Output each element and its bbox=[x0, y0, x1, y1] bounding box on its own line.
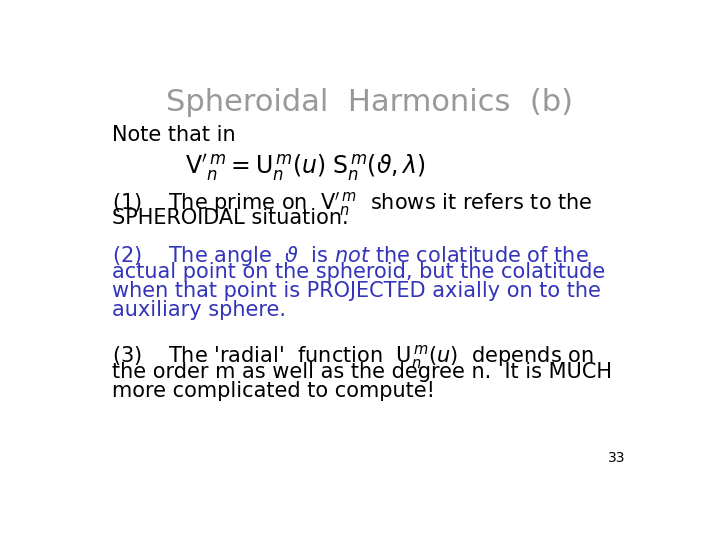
Text: actual point on the spheroid, but the colatitude: actual point on the spheroid, but the co… bbox=[112, 262, 606, 282]
Text: Spheroidal  Harmonics  (b): Spheroidal Harmonics (b) bbox=[166, 87, 572, 117]
Text: (3)    The 'radial'  function  $\mathrm{U}_n^{\,m}(u)$  depends on: (3) The 'radial' function $\mathrm{U}_n^… bbox=[112, 343, 594, 372]
Text: SPHEROIDAL situation.: SPHEROIDAL situation. bbox=[112, 208, 349, 228]
Text: (2)    The angle  $\vartheta$  is $\mathit{not}$ the colatitude of the: (2) The angle $\vartheta$ is $\mathit{no… bbox=[112, 244, 589, 268]
Text: 33: 33 bbox=[608, 451, 626, 465]
Text: when that point is PROJECTED axially on to the: when that point is PROJECTED axially on … bbox=[112, 281, 601, 301]
Text: $\mathrm{V'}_n^{\,m} = \mathrm{U}_n^{\,m}(u)\;\mathrm{S}_n^{\,m}(\vartheta,\lamb: $\mathrm{V'}_n^{\,m} = \mathrm{U}_n^{\,m… bbox=[185, 152, 426, 183]
Text: (1)    The prime on  $\mathrm{V'}_n^{\,m}$  shows it refers to the: (1) The prime on $\mathrm{V'}_n^{\,m}$ s… bbox=[112, 190, 593, 218]
Text: more complicated to compute!: more complicated to compute! bbox=[112, 381, 436, 401]
Text: the order m as well as the degree n.  It is MUCH: the order m as well as the degree n. It … bbox=[112, 362, 612, 382]
Text: auxiliary sphere.: auxiliary sphere. bbox=[112, 300, 287, 320]
Text: Note that in: Note that in bbox=[112, 125, 236, 145]
